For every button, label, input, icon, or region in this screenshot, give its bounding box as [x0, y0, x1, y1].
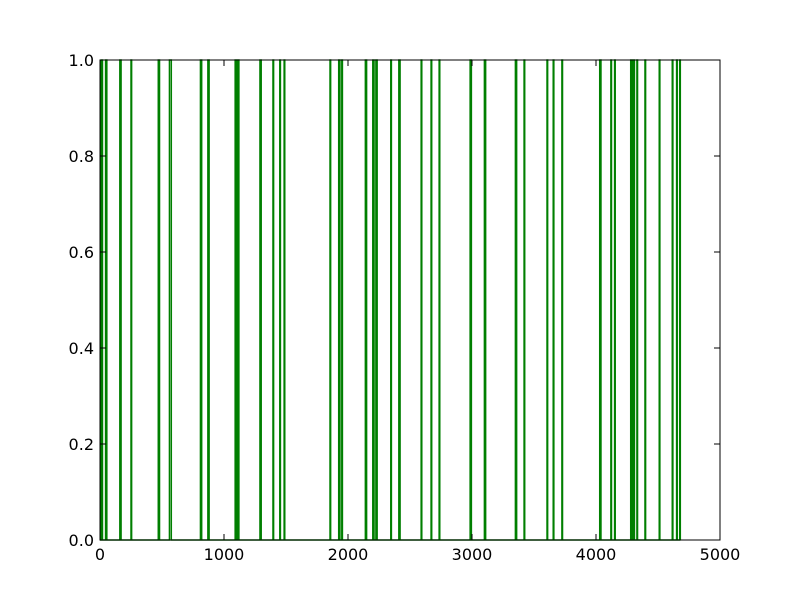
ticks-layer: [99, 59, 721, 541]
y-tick-label: 0.0: [69, 531, 94, 550]
y-tick-label: 0.8: [69, 147, 94, 166]
y-tick-label: 1.0: [69, 51, 94, 70]
x-tick-label: 2000: [328, 545, 369, 564]
plot-frame: [99, 59, 721, 541]
y-tick-label: 0.2: [69, 435, 94, 454]
x-tick-label: 0: [95, 545, 105, 564]
x-tick-label: 4000: [576, 545, 617, 564]
labels-layer: 0 1000 2000 3000 4000 5000 0.0 0.2 0.4 0.6 0.8 1.0: [69, 51, 741, 564]
y-tick-label: 0.4: [69, 339, 94, 358]
y-tick-label: 0.6: [69, 243, 94, 262]
x-tick-label: 5000: [700, 545, 741, 564]
x-tick-label: 1000: [204, 545, 245, 564]
x-tick-label: 3000: [452, 545, 493, 564]
